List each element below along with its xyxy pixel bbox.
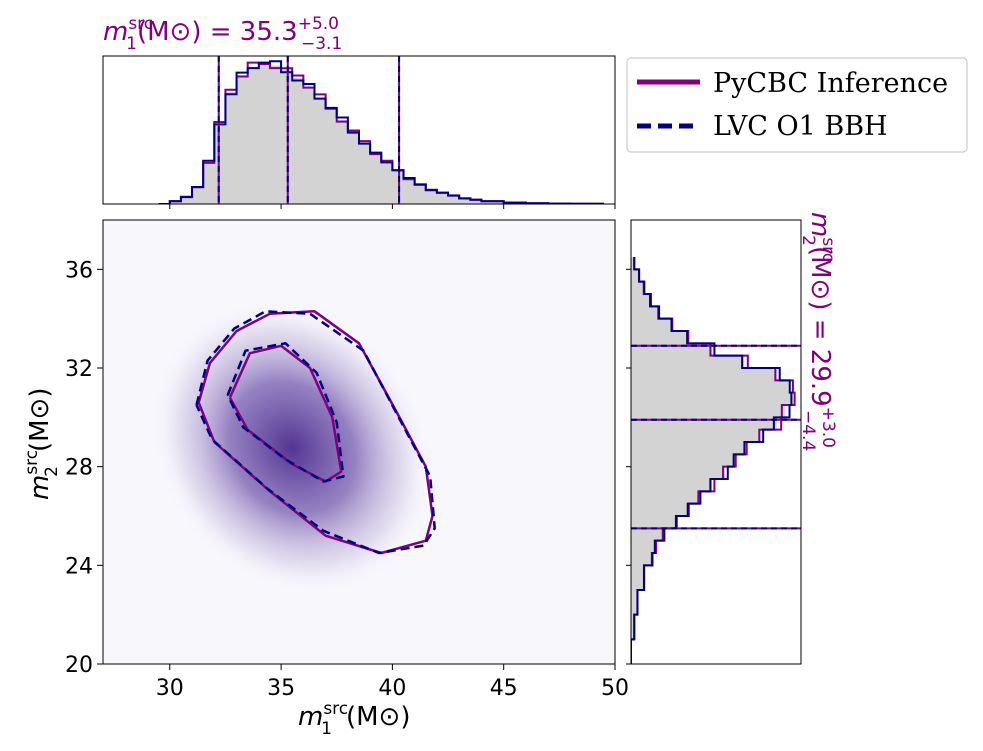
x-tick-label: 40 (378, 676, 406, 701)
legend-label-lvc: LVC O1 BBH (713, 111, 888, 142)
main-2d-panel: 30 35 40 45 50 20 24 28 32 36 msrc 1 (M⊙) msrc2(M⊙… (22, 204, 629, 739)
legend: PyCBC Inference LVC O1 BBH (626, 57, 968, 153)
contour-90pct-lvc (195, 310, 436, 555)
y-tick-label: 36 (65, 258, 93, 283)
contour-50pct-lvc (226, 342, 345, 483)
top-histogram-fill (158, 64, 604, 204)
right-histogram-panel: msrc2(M⊙) = 29.9+3.0−4.4 (626, 212, 838, 665)
y-tick-label: 28 (65, 456, 93, 481)
x-tick-label: 50 (601, 676, 629, 701)
y-tick-label: 32 (65, 357, 93, 382)
right-histogram-lvc (631, 257, 793, 664)
y-tick-label: 24 (65, 554, 93, 579)
x-axis-label: msrc 1 (M⊙) (298, 699, 411, 739)
x-tick-label: 45 (490, 676, 518, 701)
y-axis-label: msrc2(M⊙) (22, 388, 62, 501)
x-tick-label: 35 (267, 676, 295, 701)
legend-label-pycbc: PyCBC Inference (713, 68, 948, 99)
x-tick-label: 30 (156, 676, 184, 701)
top-histogram-lvc (158, 60, 604, 204)
top-panel-title: msrc 1(M⊙) = 35.3+5.0 −3.1 (103, 14, 342, 54)
right-panel-title: msrc2(M⊙) = 29.9+3.0−4.4 (798, 212, 838, 451)
right-histogram-fill (631, 257, 793, 664)
y-tick-label: 20 (65, 653, 93, 678)
top-histogram-panel (102, 55, 616, 205)
density-heatmap (152, 301, 433, 594)
